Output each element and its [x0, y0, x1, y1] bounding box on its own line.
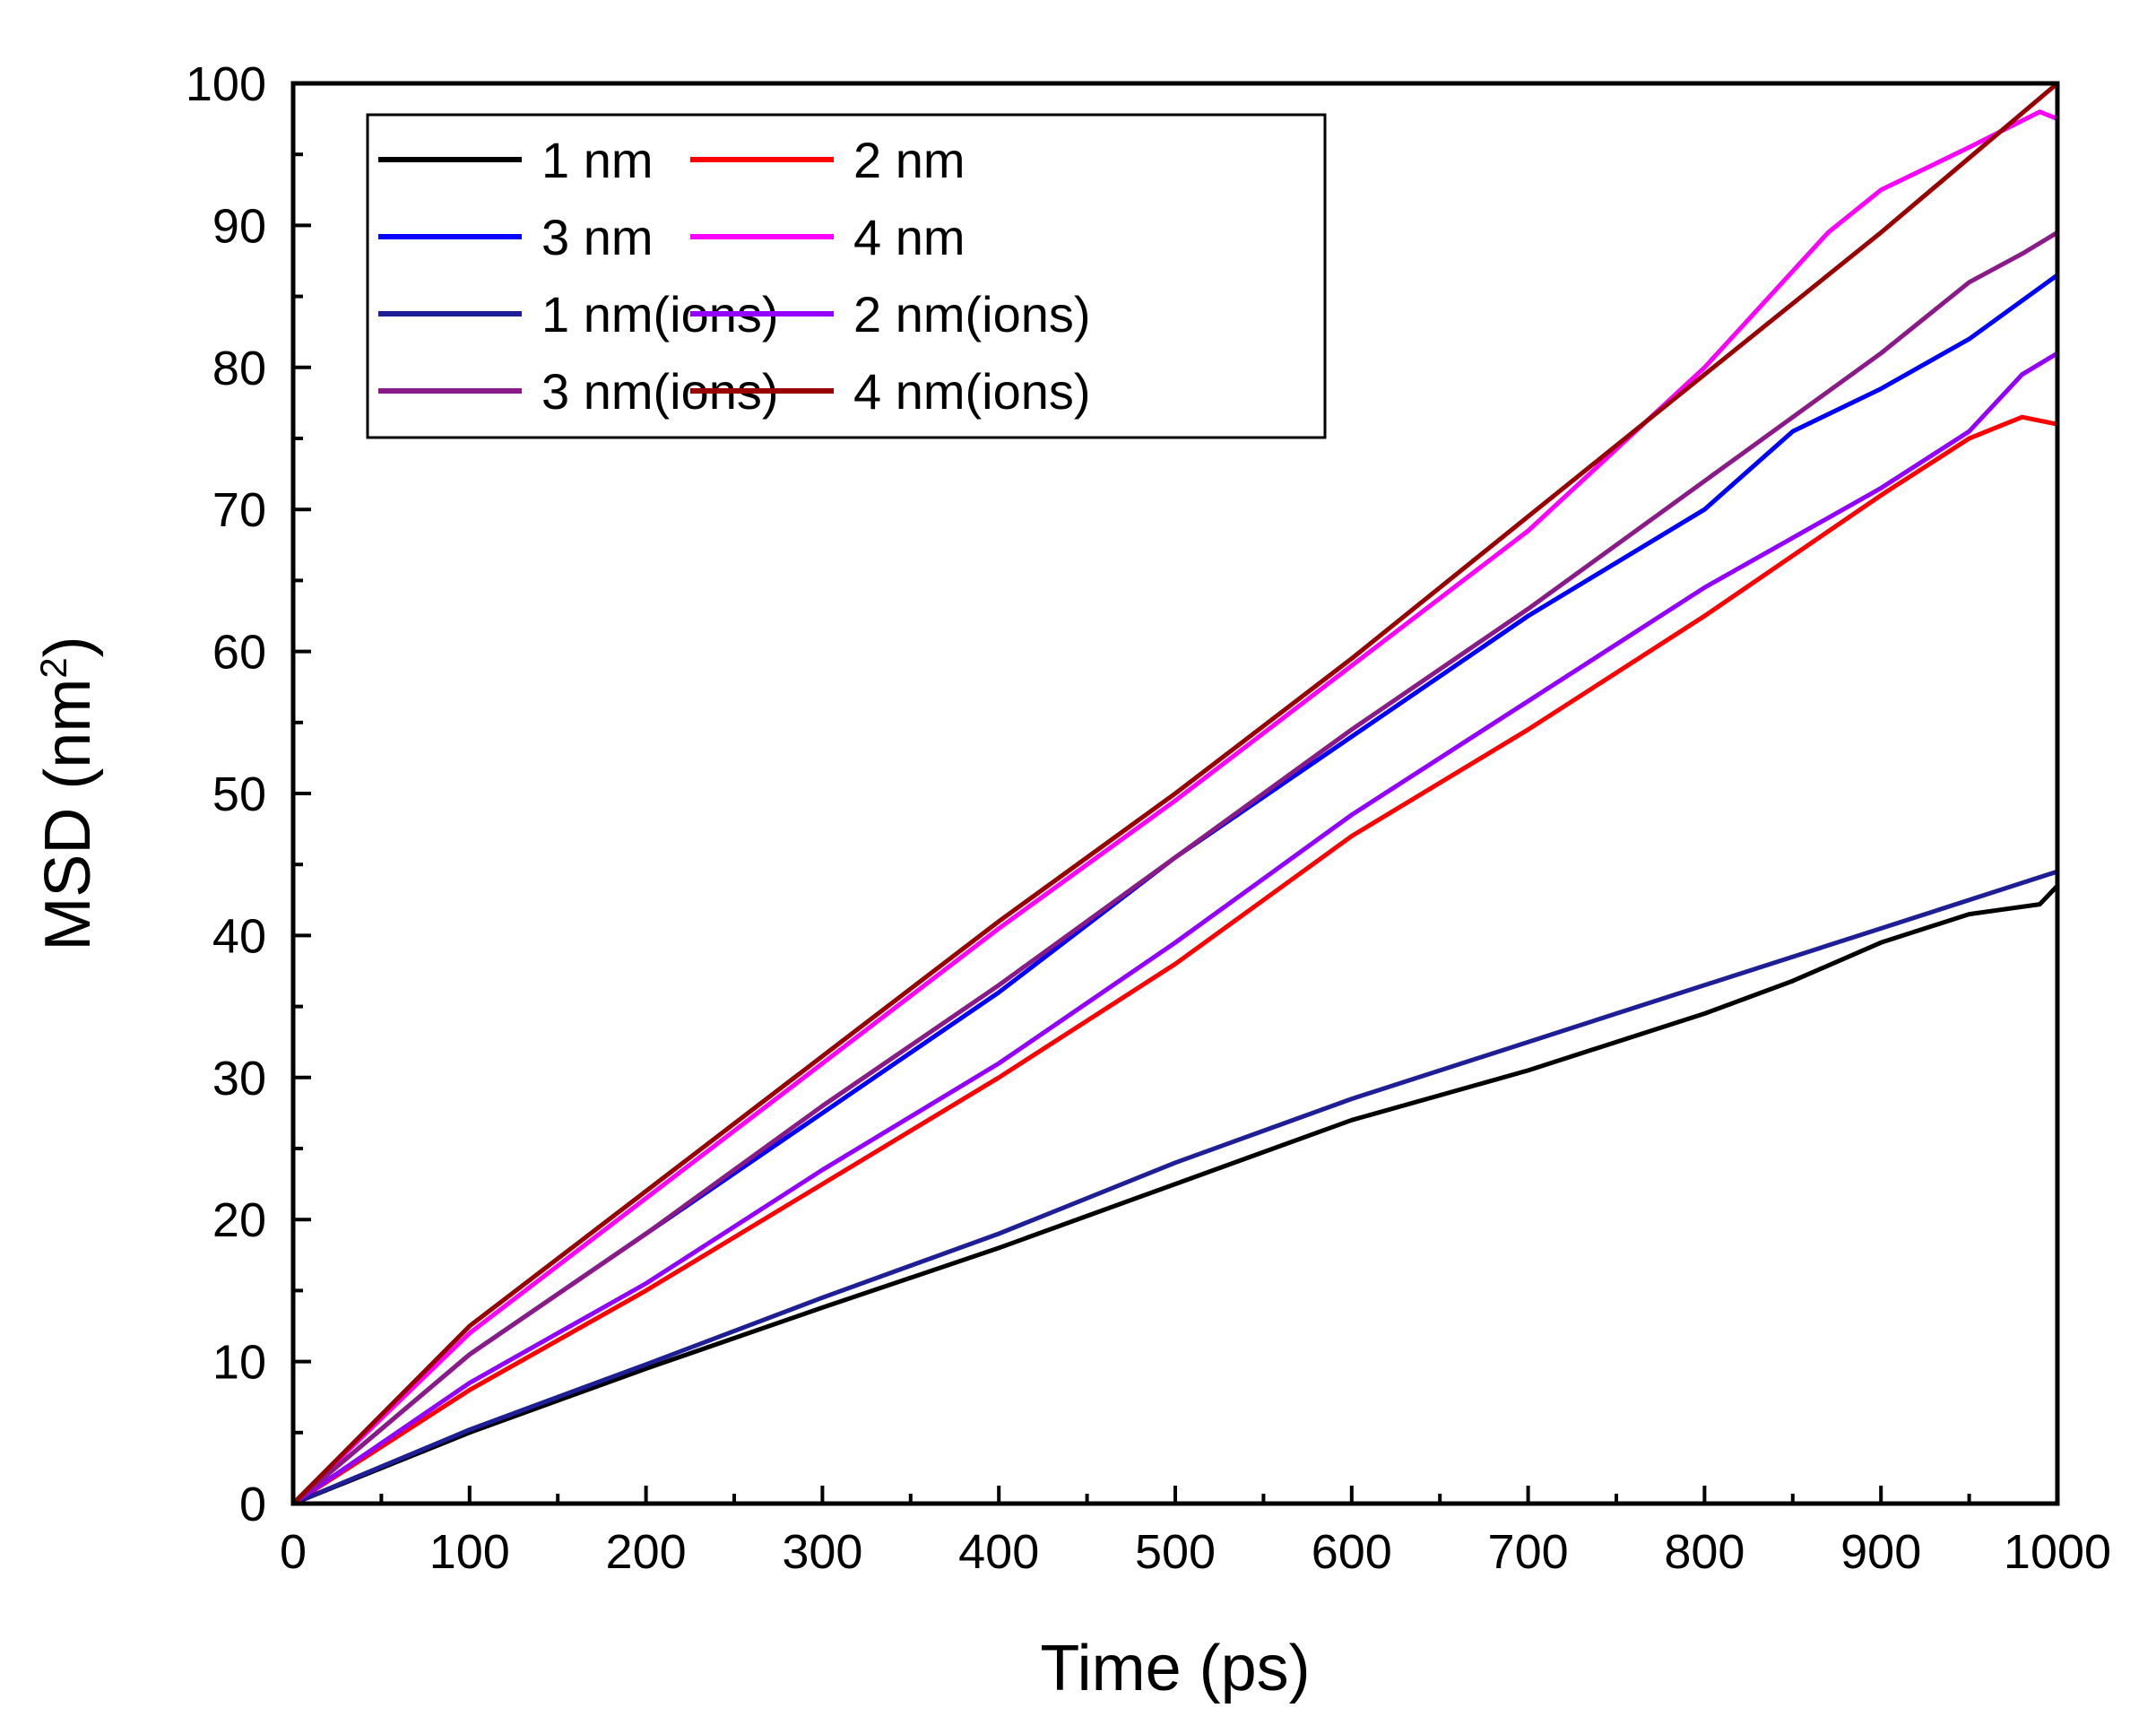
x-tick-label: 1000: [2004, 1525, 2111, 1579]
y-axis-title-superscript: 2: [32, 657, 74, 678]
ticks-layer: 0 100 200 300 400 500 600 700 800 900 1000 0 10 20 30 4…: [186, 57, 2111, 1579]
y-axis-title-close: ): [32, 636, 104, 657]
series-line-3: [290, 273, 2060, 1506]
series-layer: [290, 81, 2060, 1506]
x-tick-label: 600: [1312, 1525, 1392, 1579]
legend-label-3: 3 nm: [541, 209, 654, 265]
y-tick-label: 60: [212, 626, 266, 680]
legend-label-4: 4 nm: [853, 209, 965, 265]
y-tick-label: 80: [212, 342, 266, 395]
legend-label-6: 2 nm(ions): [853, 286, 1091, 342]
series-line-7: [290, 230, 2060, 1506]
y-axis-title: MSD (nm2): [32, 636, 104, 950]
legend-label-2: 2 nm: [853, 132, 965, 188]
y-tick-label: 90: [212, 199, 266, 253]
series-line-8: [290, 81, 2060, 1506]
x-tick-label: 0: [280, 1525, 307, 1579]
legend: 1 nm 2 nm3 nm 4 nm1 nm(ions) 2 nm(ions)3 nm…: [366, 113, 1327, 439]
series-line-5: [290, 869, 2060, 1506]
legend-label-8: 4 nm(ions): [853, 363, 1091, 420]
y-tick-label: 50: [212, 767, 266, 821]
x-tick-label: 500: [1135, 1525, 1216, 1579]
y-tick-label: 20: [212, 1193, 266, 1247]
y-tick-label: 40: [212, 909, 266, 963]
legend-box: [366, 113, 1327, 439]
y-tick-label: 0: [239, 1478, 266, 1531]
series-line-2: [290, 414, 2060, 1506]
series-line-1: [290, 883, 2060, 1506]
y-tick-label: 30: [212, 1052, 266, 1105]
series-line-4: [290, 109, 2060, 1506]
x-tick-label: 100: [429, 1525, 510, 1579]
x-tick-label: 900: [1840, 1525, 1921, 1579]
x-tick-label: 700: [1488, 1525, 1569, 1579]
x-tick-label: 300: [782, 1525, 862, 1579]
legend-label-1: 1 nm: [541, 132, 654, 188]
x-tick-label: 400: [958, 1525, 1039, 1579]
x-tick-label: 200: [606, 1525, 687, 1579]
y-tick-label: 100: [186, 57, 266, 111]
series-line-6: [290, 351, 2060, 1506]
x-axis-title: Time (ps): [1040, 1633, 1310, 1704]
y-tick-label: 10: [212, 1336, 266, 1390]
y-axis-title-main: MSD (nm: [32, 679, 104, 951]
y-tick-label: 70: [212, 483, 266, 537]
x-tick-label: 800: [1664, 1525, 1745, 1579]
